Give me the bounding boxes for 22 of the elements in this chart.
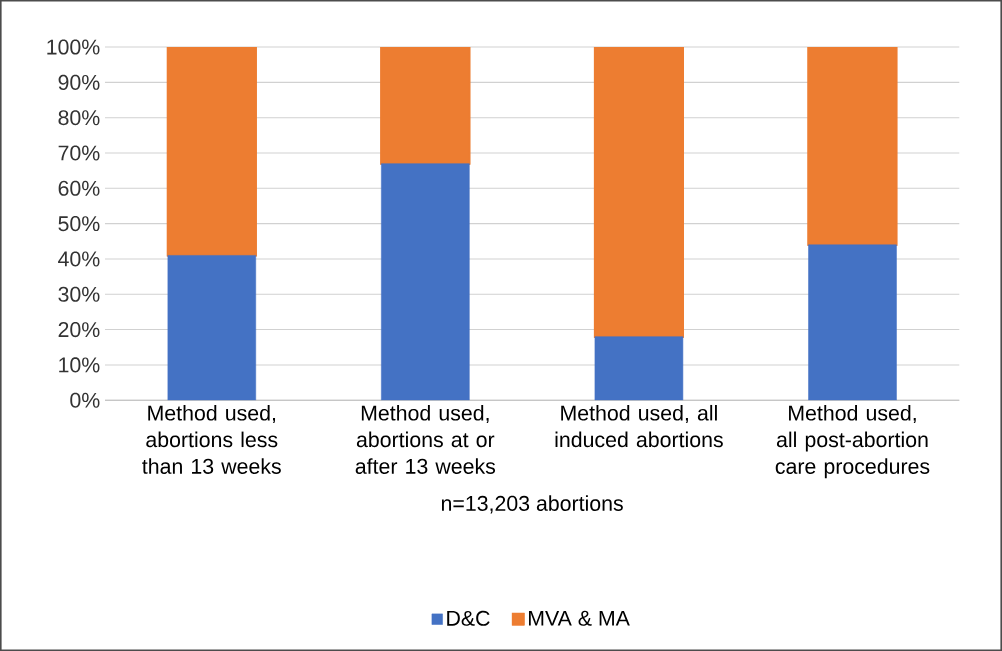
legend-label: MVA & MA <box>528 610 630 626</box>
y-tick-label: 70% <box>58 145 100 161</box>
bar <box>381 163 470 401</box>
y-tick-label: 50% <box>58 216 100 232</box>
y-tick-label: 0% <box>70 392 100 408</box>
x-tick-label: Method used, all post-abortion care procedures <box>775 404 930 479</box>
legend-label: D&C <box>447 610 490 626</box>
y-tick-label: 30% <box>58 286 100 302</box>
x-tick-label: Method used, all induced abortions <box>555 404 723 448</box>
x-tick-label: Method used, abortions less than 13 weeks <box>142 404 281 474</box>
y-tick-label: 20% <box>58 321 100 338</box>
x-tick-label: Method used, abortions at or after 13 weeks <box>355 404 496 474</box>
y-tick-label: 100% <box>47 39 100 55</box>
y-tick-label: 10% <box>59 357 100 373</box>
y-tick-label: 90% <box>58 74 100 90</box>
bar <box>167 255 257 401</box>
y-tick-label: 60% <box>58 180 100 196</box>
x-axis-title: n=13,203 abortions <box>441 495 623 514</box>
y-tick-label: 40% <box>58 251 100 267</box>
bar <box>808 244 897 401</box>
bar <box>594 336 684 401</box>
y-tick-label: 80% <box>58 110 100 126</box>
